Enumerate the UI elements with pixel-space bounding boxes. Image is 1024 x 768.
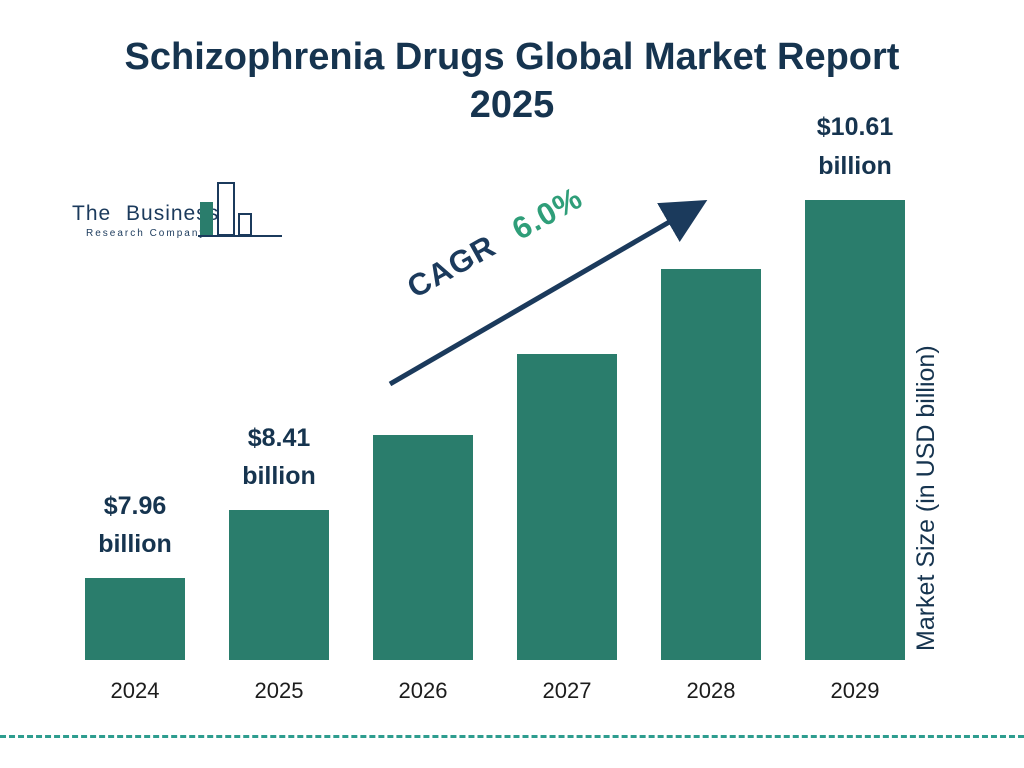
bar-2027 — [517, 354, 617, 660]
bar-column-2026: 2026 — [373, 108, 473, 703]
page-title-line1: Schizophrenia Drugs Global Market Report — [124, 36, 900, 78]
bar-chart: $7.96 billion 2024 $8.41 billion 2025 2026 2027… — [85, 108, 905, 703]
logo-chart-icon — [198, 182, 282, 237]
bar-2029 — [805, 199, 905, 660]
bar-2028 — [661, 269, 761, 660]
page-title-line2: 2025 — [469, 83, 555, 126]
logo-name: The Business — [72, 202, 220, 225]
bar-value-label-2029: $10.61 billion — [816, 113, 894, 180]
bar-2025 — [229, 510, 329, 660]
bar-2026 — [373, 435, 473, 660]
logo-subtitle: Research Company — [86, 228, 207, 239]
bar-column-2025: $8.41 billion 2025 — [229, 108, 329, 703]
x-axis-label-2027: 2027 — [542, 678, 592, 703]
bar-column-2029: $10.61 billion 2029 — [805, 108, 905, 703]
bar-value-label-2025: $8.41 billion — [242, 423, 316, 491]
bar-value-label-2024: $7.96 billion — [98, 491, 172, 559]
x-axis-label-2026: 2026 — [398, 678, 448, 703]
bar-column-2024: $7.96 billion 2024 — [85, 108, 185, 703]
x-axis-label-2024: 2024 — [110, 678, 160, 703]
y-axis-title: Market Size (in USD billion) — [912, 345, 940, 651]
x-axis-label-2028: 2028 — [686, 678, 736, 703]
x-axis-label-2029: 2029 — [830, 678, 880, 703]
bottom-dashed-divider — [0, 735, 1024, 738]
company-logo: The Business Research Company — [72, 182, 302, 262]
cagr-trend-arrow — [388, 199, 708, 387]
bar-2024 — [85, 578, 185, 660]
page-title: Schizophrenia Drugs Global Market Report… — [0, 34, 1024, 129]
x-axis-label-2025: 2025 — [254, 678, 304, 703]
bar-column-2028: 2028 — [661, 108, 761, 703]
bar-column-2027: 2027 — [517, 108, 617, 703]
